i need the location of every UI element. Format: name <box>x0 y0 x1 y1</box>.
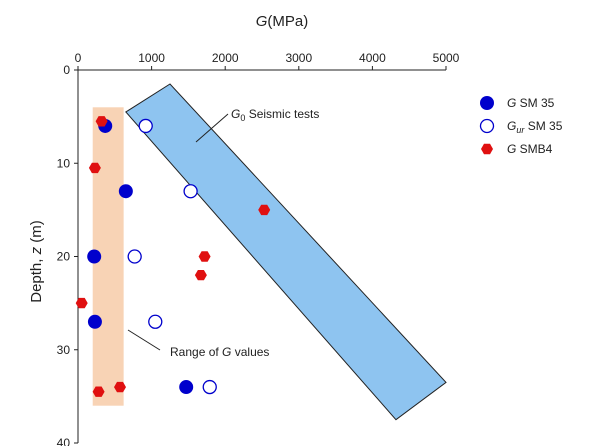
gur-sm35-point <box>183 184 198 199</box>
g-smb4-point <box>88 162 101 174</box>
legend-marker-g-smb4 <box>481 143 493 155</box>
legend-item-g-sm35: G SM 35 <box>480 96 555 110</box>
g-smb4-point <box>92 386 105 397</box>
axes: 0 1000 2000 3000 4000 5000 0 10 20 30 40 <box>57 51 460 446</box>
legend-label-g-sm35: G SM 35 <box>507 96 555 110</box>
g-smb4-point <box>95 116 108 127</box>
annotations: G0 Seismic tests Range of G values <box>127 107 319 359</box>
shaded-regions <box>92 83 447 421</box>
g-smb4-point <box>258 204 271 216</box>
x-tick-label: 4000 <box>359 51 386 65</box>
g-sm35-point <box>87 314 102 329</box>
g-smb4-point <box>75 297 88 309</box>
g-sm35-point <box>87 249 102 264</box>
g-smb4-point <box>198 251 211 262</box>
seismic-annotation-label: G0 Seismic tests <box>231 107 319 123</box>
axis-titles: G(MPa) Depth, z (m) <box>28 13 308 303</box>
gur-sm35-point <box>202 379 217 395</box>
y-axis-title: Depth, z (m) <box>28 220 45 303</box>
legend: G SM 35 Gur SM 35 G SMB4 <box>479 96 563 156</box>
seismic-tests-region <box>125 83 447 421</box>
x-tick-label: 0 <box>75 51 82 65</box>
g-sm35-point <box>179 380 194 395</box>
x-axis-title: G(MPa) <box>256 13 309 30</box>
g-smb4-point <box>114 381 126 393</box>
legend-marker-gur-sm35 <box>479 118 495 134</box>
x-tick-label: 5000 <box>433 51 460 65</box>
y-tick-label: 30 <box>57 343 71 357</box>
gur-sm35-point <box>127 249 142 264</box>
legend-label-gur-sm35: Gur SM 35 <box>507 119 563 135</box>
g-smb4-point <box>194 270 207 281</box>
seismic-annotation-line <box>195 113 229 143</box>
gur-sm35-point <box>148 314 163 329</box>
gur-sm35-point <box>138 118 153 134</box>
legend-item-g-smb4: G SMB4 <box>481 142 553 156</box>
x-tick-label: 3000 <box>285 51 312 65</box>
y-tick-label: 40 <box>57 436 71 446</box>
legend-item-gur-sm35: Gur SM 35 <box>479 118 563 135</box>
x-tick-label: 2000 <box>212 51 239 65</box>
range-annotation-line <box>127 329 161 351</box>
range-annotation-label: Range of G values <box>170 345 269 359</box>
data-points <box>75 116 271 397</box>
y-tick-label: 0 <box>63 63 70 77</box>
g-sm35-point <box>118 184 133 199</box>
y-tick-label: 10 <box>57 156 71 170</box>
legend-marker-g-sm35 <box>480 96 494 110</box>
y-tick-label: 20 <box>57 250 71 264</box>
x-tick-label: 1000 <box>138 51 165 65</box>
legend-label-g-smb4: G SMB4 <box>507 142 553 156</box>
